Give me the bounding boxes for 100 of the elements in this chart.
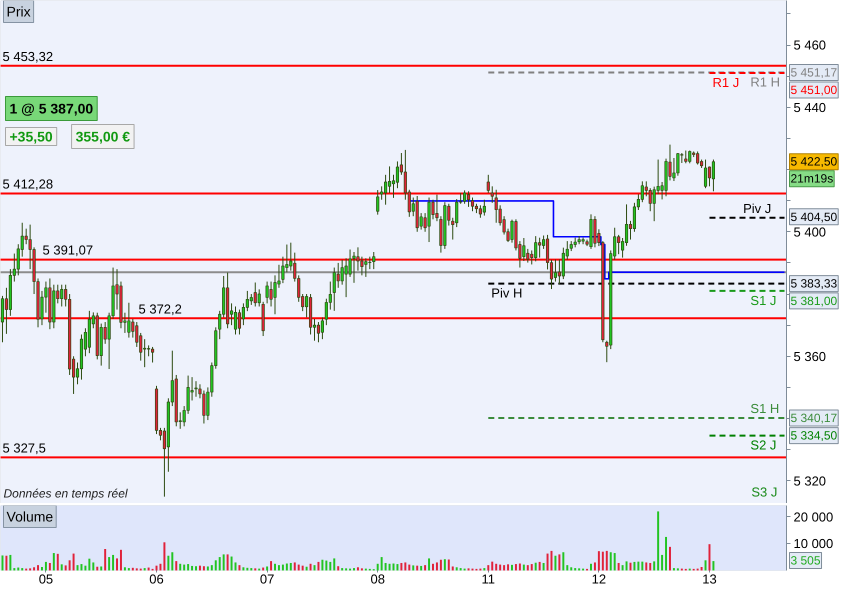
candlestick: [435, 194, 439, 222]
y-tick-label: 5 320: [794, 473, 826, 488]
candlestick: [234, 306, 238, 335]
candlestick: [384, 174, 388, 206]
series-label: R1 J: [712, 75, 740, 90]
data-label: 5 404,50: [790, 210, 838, 224]
y-tick-label: 5 400: [794, 224, 826, 240]
candlestick: [356, 246, 360, 272]
candlestick: [388, 166, 392, 194]
candlestick: [684, 150, 688, 164]
candlestick: [194, 380, 198, 398]
y-tick-label: 5 460: [794, 38, 826, 53]
x-tick-label: 08: [370, 572, 385, 586]
candlestick: [522, 237, 526, 262]
candlestick: [470, 197, 474, 212]
candlestick: [352, 252, 356, 284]
candlestick: [640, 180, 644, 203]
text: 21m19s: [790, 172, 834, 186]
candlestick: [281, 256, 284, 284]
candlestick: [427, 197, 431, 243]
candlestick: [704, 159, 708, 189]
candlestick: [273, 274, 277, 315]
candlestick: [372, 252, 376, 270]
data-label: 5 381,00: [790, 294, 838, 308]
series-label: Piv H: [491, 286, 522, 301]
annotation: 1 @ 5 387,00: [10, 100, 94, 116]
candlestick: [242, 302, 245, 326]
candlestick: [474, 203, 478, 214]
chart-title: Volume: [6, 508, 54, 524]
data-label: 5 334,50: [790, 428, 838, 443]
ref-line-label: 5 412,28: [2, 176, 54, 192]
candlestick: [574, 237, 577, 248]
candlestick: [269, 281, 273, 307]
chart-title: Prix: [6, 4, 31, 20]
series-label: S2 J: [750, 438, 776, 453]
candlestick: [344, 258, 348, 298]
candlestick: [147, 344, 150, 357]
candlestick: [202, 390, 206, 424]
series-label: Piv J: [743, 200, 772, 216]
candlestick: [60, 284, 64, 307]
y-tick-label: 5 360: [794, 348, 826, 364]
candlestick: [624, 204, 628, 246]
candlestick: [0, 295, 4, 343]
candlestick: [348, 249, 352, 278]
candlestick: [150, 346, 154, 363]
x-tick-label: 12: [592, 572, 606, 586]
y-tick-label: 20 000: [794, 509, 834, 524]
candlestick: [127, 302, 130, 338]
candlestick: [131, 318, 134, 338]
candlestick: [676, 152, 680, 176]
candlestick: [688, 150, 692, 164]
annotation: +35,50: [10, 128, 53, 144]
text: 5 422,50: [790, 154, 838, 169]
candlestick: [672, 158, 676, 182]
candlestick: [463, 190, 466, 204]
data-label: 5 340,17: [790, 410, 838, 425]
data-label: 5 383,33: [790, 276, 838, 291]
candlestick: [562, 247, 565, 280]
data-label: 5 451,00: [790, 83, 838, 98]
series-label: R1 H: [750, 74, 780, 90]
candlestick: [538, 237, 542, 258]
x-tick-label: 07: [260, 572, 274, 586]
candlestick: [360, 256, 364, 276]
series-label: S1 J: [750, 292, 776, 308]
candlestick: [712, 159, 716, 192]
candlestick: [696, 150, 700, 166]
ref-line-label: 5 327,5: [2, 440, 46, 456]
text: 3 505: [790, 554, 821, 568]
candlestick: [534, 236, 538, 262]
candlestick: [316, 322, 320, 343]
candlestick: [238, 309, 242, 335]
candlestick: [478, 204, 482, 218]
series-label: S1 H: [750, 400, 780, 416]
y-tick-label: 10 000: [794, 536, 834, 552]
x-tick-label: 13: [702, 572, 717, 586]
candlestick: [364, 258, 368, 278]
x-tick-label: 05: [38, 572, 54, 586]
ref-line-label: 5 372,2: [138, 301, 182, 316]
candlestick: [466, 190, 470, 208]
candlestick: [320, 316, 324, 340]
candlestick: [376, 190, 380, 216]
candlestick: [324, 298, 328, 326]
candlestick: [593, 216, 597, 248]
candlestick: [617, 234, 620, 255]
candlestick: [708, 166, 712, 187]
candlestick: [143, 338, 146, 368]
candlestick: [254, 282, 257, 307]
candlestick: [494, 189, 498, 224]
candlestick: [482, 199, 486, 216]
y-tick-label: 5 440: [794, 100, 826, 115]
candlestick: [554, 258, 558, 282]
candlestick: [332, 267, 336, 312]
ref-line-label: 5 391,07: [42, 242, 94, 258]
ref-line-label: 5 453,32: [2, 48, 54, 64]
candlestick: [340, 259, 344, 286]
candlestick: [368, 256, 372, 270]
x-tick-label: 11: [482, 572, 496, 586]
annotation: 355,00 €: [76, 128, 130, 144]
x-tick-label: 06: [149, 572, 164, 586]
annotation: S3 J: [751, 484, 778, 500]
